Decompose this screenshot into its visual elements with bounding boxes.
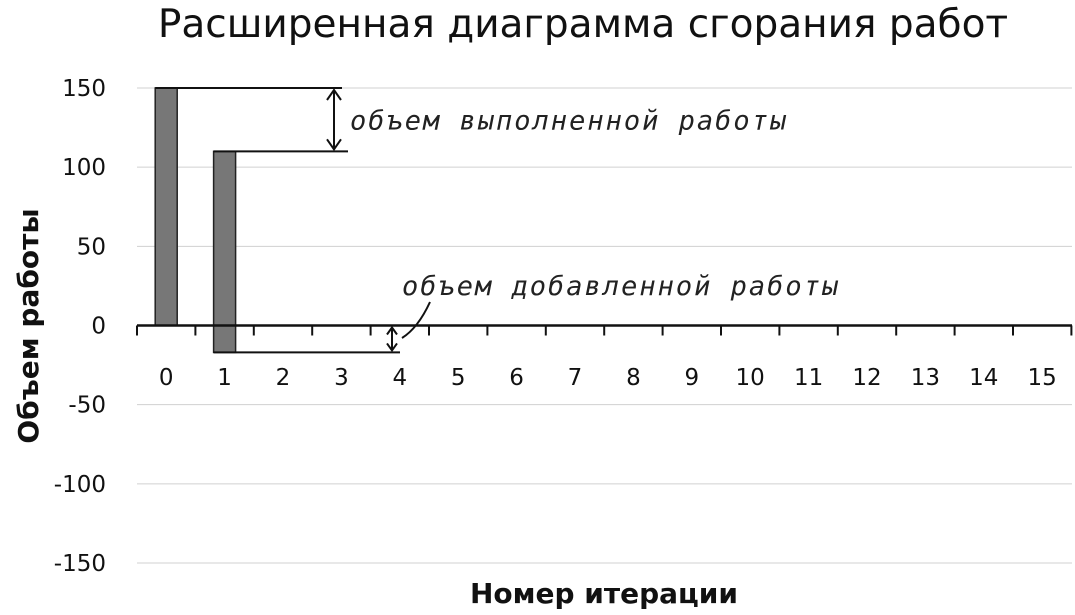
gridlines (137, 87, 1072, 564)
added-work-arrow-head-down (386, 342, 398, 353)
completed-work-label: объем выполненной работы (350, 106, 788, 137)
y-tick-label: 0 (91, 314, 106, 340)
y-tick-label: -100 (54, 472, 106, 498)
x-tick-label: 1 (217, 365, 232, 391)
added-work-arrow-head-up (386, 325, 398, 336)
y-tick-label: 50 (77, 234, 106, 260)
bar (212, 150, 237, 354)
x-axis (136, 324, 1073, 336)
x-tick-label: 9 (684, 365, 699, 391)
chart-title: Расширенная диаграмма сгорания работ (158, 2, 1008, 47)
annotations: объем выполненной работы объем добавленно… (155, 87, 840, 354)
y-tick-labels: 150 100 50 0 -50 -100 -150 (54, 76, 106, 577)
x-axis-title: Номер итерации (470, 577, 738, 610)
x-tick-label: 6 (509, 365, 524, 391)
added-work-label: объем добавленной работы (402, 271, 840, 302)
y-tick-label: 100 (62, 155, 106, 181)
x-tick-label: 8 (626, 365, 641, 391)
x-tick-label: 10 (736, 365, 765, 391)
x-tick-label: 5 (451, 365, 466, 391)
x-tick-label: 15 (1028, 365, 1057, 391)
x-tick-label: 11 (794, 365, 823, 391)
x-tick-label: 4 (392, 365, 407, 391)
completed-work-arrow-head-up (326, 88, 342, 101)
x-tick-label: 3 (334, 365, 349, 391)
added-work-leader-line (401, 301, 431, 339)
y-tick-label: 150 (62, 76, 106, 102)
x-tick-label: 2 (276, 365, 291, 391)
x-tick-label: 13 (911, 365, 940, 391)
y-tick-label: -150 (54, 551, 106, 577)
x-tick-label: 12 (852, 365, 881, 391)
y-axis-title: Объем работы (12, 208, 45, 443)
x-tick-label: 7 (568, 365, 583, 391)
bar (154, 87, 178, 327)
x-tick-labels: 0 1 2 3 4 5 6 7 8 9 10 11 12 13 14 15 (159, 365, 1057, 391)
completed-work-arrow-head-down (326, 138, 342, 152)
bars (154, 87, 237, 354)
x-tick-label: 0 (159, 365, 174, 391)
y-tick-label: -50 (68, 393, 106, 419)
x-tick-label: 14 (969, 365, 998, 391)
